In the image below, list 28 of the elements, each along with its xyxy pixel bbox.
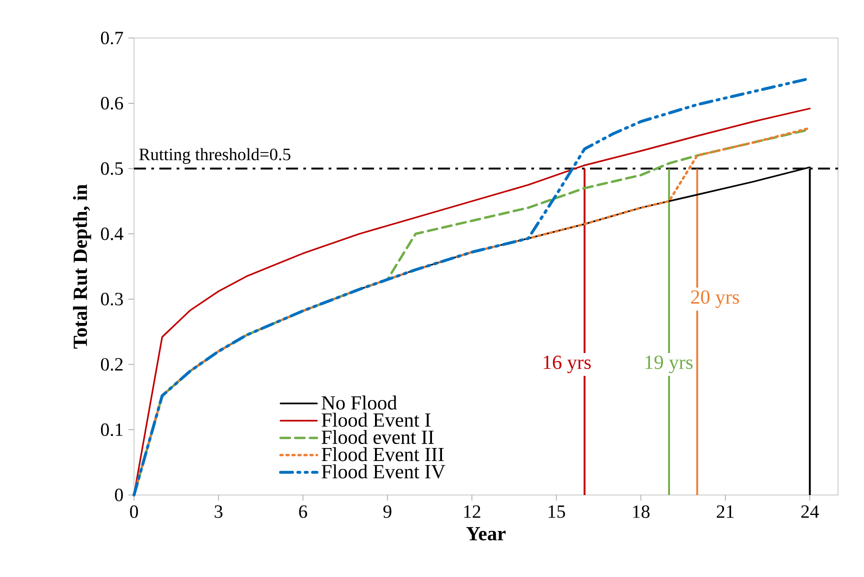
x-tick-label: 3 — [214, 505, 222, 518]
ref-line-label: 16 yrs — [544, 356, 591, 374]
legend-label: Flood Event I — [322, 412, 430, 427]
y-tick-label: 0.7 — [100, 32, 124, 44]
y-tick-label: 0 — [114, 488, 123, 502]
ref-line-label: Rutting threshold=0.5 — [139, 148, 290, 164]
x-axis-title: Year — [466, 527, 506, 540]
legend-label: Flood Event IV — [322, 464, 446, 479]
x-tick-label: 18 — [633, 505, 650, 518]
ref-line-label: 19 yrs — [646, 356, 693, 374]
y-axis-title: Total Rut Depth, in — [72, 184, 92, 349]
x-tick-label: 0 — [130, 505, 138, 518]
y-tick-label: 0.4 — [100, 228, 124, 240]
legend-label: Flood event II — [322, 430, 434, 444]
x-tick-label: 21 — [716, 505, 734, 518]
x-tick-label: 24 — [801, 505, 819, 518]
legend-label: No Flood — [322, 396, 397, 410]
y-tick-label: 0.2 — [100, 358, 123, 371]
ref-line-label: 20 yrs — [691, 290, 739, 308]
y-tick-label: 0.1 — [100, 423, 122, 436]
y-tick-label: 0.3 — [100, 292, 123, 306]
y-tick-label: 0.5 — [100, 162, 123, 175]
x-tick-label: 12 — [464, 505, 480, 518]
y-tick-label: 0.6 — [100, 96, 124, 110]
x-tick-label: 15 — [548, 505, 566, 518]
x-tick-label: 9 — [383, 505, 392, 518]
x-tick-label: 6 — [299, 505, 308, 518]
legend-label: Flood Event III — [322, 447, 444, 462]
